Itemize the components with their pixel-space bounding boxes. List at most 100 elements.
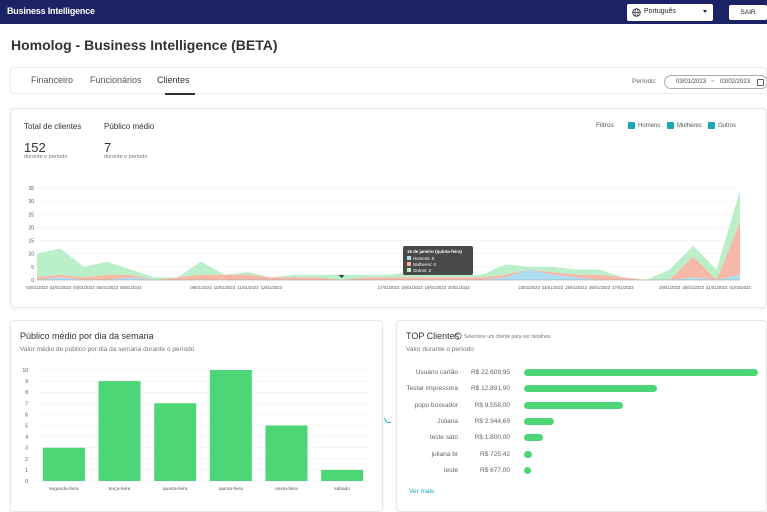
avg-audience-label: Público médio bbox=[104, 122, 155, 131]
client-bar[interactable] bbox=[524, 434, 543, 442]
top-clients-subtitle: Valor durante o período bbox=[406, 346, 474, 353]
x-tick-label: terça-feira bbox=[109, 486, 131, 492]
top-client-row[interactable]: teste R$ 677,00 bbox=[400, 466, 762, 478]
x-tick-label: segunda-feira bbox=[49, 486, 79, 492]
y-tick-label: 2 bbox=[25, 457, 28, 463]
bar-sábado bbox=[321, 469, 364, 481]
filters-label: Filtros bbox=[596, 122, 614, 129]
top-client-row[interactable]: Usuário cartão R$ 22.609,95 bbox=[400, 368, 762, 380]
client-bar[interactable] bbox=[524, 369, 758, 376]
y-tick-label: 0 bbox=[25, 479, 28, 485]
tooltip-line: Mulheres: 0 bbox=[413, 262, 436, 267]
logout-button[interactable]: SAIR bbox=[729, 5, 767, 20]
y-tick-label: 5 bbox=[31, 265, 34, 271]
client-value: R$ 1.800,00 bbox=[474, 434, 510, 442]
top-clients-help: Selecione um cliente para ver detalhes. bbox=[464, 334, 552, 340]
client-bar[interactable] bbox=[524, 466, 531, 474]
avg-audience-value: 7 bbox=[104, 140, 112, 155]
bar-quarta-feira bbox=[154, 403, 197, 481]
tooltip-swatch bbox=[407, 268, 411, 272]
client-value: R$ 9.558,00 bbox=[474, 401, 510, 409]
filter-homens-label: Homens bbox=[638, 123, 661, 129]
tab-funcionarios[interactable]: Funcionários bbox=[90, 75, 142, 85]
filter-mulheres-label: Mulheres bbox=[677, 123, 702, 129]
total-clients-value: 152 bbox=[24, 140, 46, 155]
date-start[interactable]: 03/01/2023 bbox=[676, 79, 707, 85]
bar-segunda-feira bbox=[42, 447, 85, 481]
x-tick-label: 06/01/2023 bbox=[120, 285, 142, 290]
client-name: Testar impressora bbox=[406, 385, 458, 393]
top-client-row[interactable]: Testar impressora R$ 12.891,90 bbox=[400, 384, 762, 396]
y-tick-label: 15 bbox=[28, 239, 34, 245]
tooltip-pointer bbox=[338, 275, 345, 278]
client-name: teste sato bbox=[429, 434, 458, 442]
x-tick-label: 29/01/2023 bbox=[659, 285, 681, 290]
x-tick-label: 09/01/2023 bbox=[190, 285, 212, 290]
tab-financeiro[interactable]: Financeiro bbox=[31, 75, 74, 85]
y-tick-label: 30 bbox=[28, 199, 34, 205]
chart-tooltip: 15 de janeiro (quinta-feira) Homens: 0Mul… bbox=[338, 246, 473, 278]
tab-clientes[interactable]: Clientes bbox=[157, 75, 190, 85]
y-tick-label: 20 bbox=[28, 225, 34, 231]
x-tick-label: 11/01/2023 bbox=[237, 285, 259, 290]
top-clients-title: TOP Clientes bbox=[406, 331, 460, 341]
filter-homens-checkbox[interactable] bbox=[628, 122, 635, 129]
top-client-row[interactable]: popo boxeador R$ 9.558,00 bbox=[400, 401, 762, 413]
date-range-picker[interactable]: 03/01/2023 ~ 03/02/2023 bbox=[664, 75, 767, 89]
tooltip-swatch bbox=[407, 262, 411, 266]
period-label: Período: bbox=[632, 78, 657, 85]
y-tick-label: 10 bbox=[22, 368, 28, 374]
filter-mulheres-checkbox[interactable] bbox=[667, 122, 674, 129]
chevron-down-icon bbox=[703, 10, 707, 13]
tooltip-line: Homens: 0 bbox=[413, 256, 435, 261]
active-tab-indicator bbox=[165, 93, 195, 95]
date-end[interactable]: 03/02/2023 bbox=[720, 79, 751, 85]
x-tick-label: 18/01/2023 bbox=[401, 285, 423, 290]
x-tick-label: 24/01/2023 bbox=[542, 285, 564, 290]
globe-icon bbox=[632, 8, 641, 17]
x-tick-label: 01/02/2023 bbox=[729, 285, 751, 290]
client-value: R$ 2.944,69 bbox=[474, 417, 510, 425]
top-client-row[interactable]: teste sato R$ 1.800,00 bbox=[400, 433, 762, 445]
client-name: Juliana bbox=[437, 417, 458, 425]
bar-terça-feira bbox=[98, 381, 141, 481]
client-name: juliana br bbox=[431, 450, 458, 458]
x-tick-label: 03/01/2023 bbox=[50, 285, 72, 290]
top-navbar: Business Intelligence Português SAIR bbox=[0, 0, 767, 24]
total-clients-label: Total de clientes bbox=[24, 122, 82, 131]
brand-logo: Business Intelligence bbox=[7, 6, 95, 16]
client-bar[interactable] bbox=[524, 401, 623, 409]
language-label: Português bbox=[644, 8, 676, 15]
client-bar[interactable] bbox=[524, 450, 532, 458]
bar-quinta-feira bbox=[209, 370, 252, 481]
client-bar[interactable] bbox=[524, 417, 555, 425]
y-tick-label: 10 bbox=[28, 252, 34, 258]
info-icon[interactable] bbox=[454, 332, 462, 340]
x-tick-label: 19/01/2023 bbox=[425, 285, 447, 290]
filter-outros-checkbox[interactable] bbox=[708, 122, 715, 129]
y-tick-label: 35 bbox=[28, 186, 34, 192]
x-tick-label: sábado bbox=[334, 486, 350, 492]
see-more-link[interactable]: Ver mais bbox=[409, 488, 435, 495]
x-tick-label: quinta-feira bbox=[219, 486, 243, 492]
y-tick-label: 8 bbox=[25, 390, 28, 396]
client-value: R$ 12.891,90 bbox=[470, 385, 510, 393]
x-tick-label: 23/01/2023 bbox=[518, 285, 540, 290]
language-select[interactable]: Português bbox=[627, 4, 713, 21]
top-client-row[interactable]: Juliana R$ 2.944,69 bbox=[400, 417, 762, 429]
x-tick-label: 30/01/2023 bbox=[682, 285, 704, 290]
x-tick-label: 10/01/2023 bbox=[214, 285, 236, 290]
x-tick-label: 05/01/2023 bbox=[97, 285, 119, 290]
tooltip-line: Outros: 2 bbox=[413, 268, 432, 273]
y-tick-label: 9 bbox=[25, 379, 28, 385]
calendar-icon[interactable] bbox=[757, 79, 764, 86]
y-tick-label: 0 bbox=[31, 278, 34, 284]
top-client-row[interactable]: juliana br R$ 725,42 bbox=[400, 450, 762, 462]
y-tick-label: 6 bbox=[25, 412, 28, 418]
client-bar[interactable] bbox=[524, 385, 658, 393]
page-title: Homolog - Business Intelligence (BETA) bbox=[11, 37, 278, 53]
date-separator: ~ bbox=[711, 79, 715, 85]
area-series-homens bbox=[37, 269, 740, 280]
client-name: teste bbox=[443, 466, 458, 474]
